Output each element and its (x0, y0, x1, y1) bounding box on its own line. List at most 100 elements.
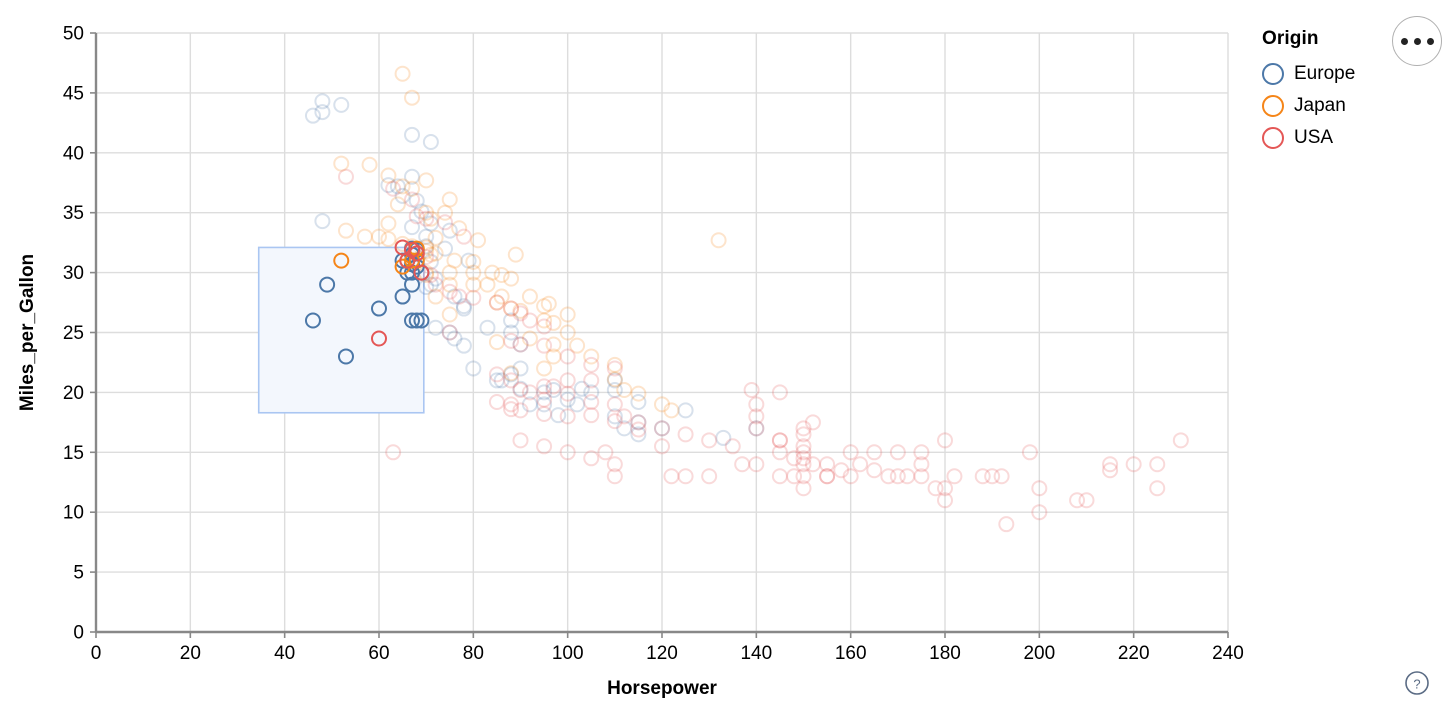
data-point[interactable] (606, 356, 623, 373)
data-point[interactable] (488, 372, 505, 389)
data-point[interactable] (630, 426, 647, 443)
data-point[interactable] (536, 396, 553, 413)
data-point[interactable] (795, 444, 812, 461)
data-point[interactable] (418, 204, 435, 221)
data-point[interactable] (422, 266, 439, 283)
data-point[interactable] (734, 456, 751, 473)
data-point[interactable] (427, 276, 444, 293)
data-point[interactable] (743, 382, 760, 399)
data-point[interactable] (503, 300, 520, 317)
data-point[interactable] (441, 191, 458, 208)
data-point[interactable] (394, 65, 411, 82)
data-point[interactable] (413, 203, 430, 220)
data-point[interactable] (404, 312, 421, 329)
data-point[interactable] (677, 426, 694, 443)
data-point[interactable] (795, 426, 812, 443)
data-point[interactable] (337, 222, 354, 239)
data-point[interactable] (488, 366, 505, 383)
data-point[interactable] (559, 348, 576, 365)
data-point[interactable] (512, 305, 529, 322)
data-point[interactable] (536, 298, 553, 315)
data-point[interactable] (512, 336, 529, 353)
data-point[interactable] (371, 330, 387, 347)
data-point[interactable] (507, 246, 524, 263)
data-point[interactable] (984, 468, 1001, 485)
data-point[interactable] (470, 232, 487, 249)
data-point[interactable] (559, 306, 576, 323)
data-point[interactable] (488, 294, 505, 311)
data-point[interactable] (974, 468, 991, 485)
data-point[interactable] (583, 450, 600, 467)
data-point[interactable] (380, 231, 397, 248)
data-point[interactable] (394, 187, 411, 204)
data-point[interactable] (993, 468, 1010, 485)
data-point[interactable] (465, 289, 482, 306)
data-point[interactable] (889, 444, 906, 461)
data-point[interactable] (880, 468, 897, 485)
data-point[interactable] (455, 300, 472, 317)
data-point[interactable] (503, 401, 520, 418)
data-point[interactable] (819, 468, 836, 485)
data-point[interactable] (1149, 480, 1166, 497)
data-point[interactable] (927, 480, 944, 497)
data-point[interactable] (465, 276, 482, 293)
data-point[interactable] (1021, 444, 1038, 461)
data-point[interactable] (616, 408, 633, 425)
data-point[interactable] (314, 104, 331, 121)
data-point[interactable] (748, 420, 765, 437)
data-point[interactable] (404, 180, 421, 197)
data-point[interactable] (371, 300, 387, 317)
data-point[interactable] (937, 480, 953, 497)
data-point[interactable] (795, 456, 812, 473)
data-point[interactable] (545, 336, 562, 353)
data-point[interactable] (606, 468, 623, 485)
data-point[interactable] (677, 468, 694, 485)
data-point[interactable] (786, 468, 803, 485)
data-point[interactable] (361, 156, 378, 173)
data-point[interactable] (451, 220, 468, 237)
data-point[interactable] (380, 167, 397, 184)
data-point[interactable] (786, 450, 803, 467)
data-point[interactable] (441, 324, 458, 341)
legend-item-europe[interactable]: Europe (1262, 58, 1412, 90)
data-point[interactable] (663, 402, 680, 419)
data-point[interactable] (380, 177, 397, 194)
data-point[interactable] (606, 413, 623, 430)
data-point[interactable] (394, 178, 411, 195)
data-point[interactable] (427, 270, 444, 287)
data-point[interactable] (413, 264, 430, 281)
data-point[interactable] (304, 312, 321, 329)
data-point[interactable] (404, 126, 421, 143)
data-point[interactable] (521, 396, 538, 413)
data-point[interactable] (573, 380, 590, 397)
data-point[interactable] (819, 468, 836, 485)
data-point[interactable] (1031, 480, 1048, 497)
data-point[interactable] (795, 450, 812, 467)
brush-rect[interactable] (257, 246, 425, 414)
data-point[interactable] (1102, 456, 1119, 473)
data-point[interactable] (512, 382, 529, 399)
data-point[interactable] (404, 219, 421, 236)
data-point[interactable] (771, 468, 788, 485)
data-point[interactable] (512, 402, 529, 419)
data-point[interactable] (842, 468, 859, 485)
data-point[interactable] (606, 408, 623, 425)
data-point[interactable] (389, 178, 406, 195)
data-point[interactable] (795, 420, 812, 437)
data-point[interactable] (748, 420, 765, 437)
data-point[interactable] (337, 168, 354, 185)
data-point[interactable] (630, 414, 647, 431)
data-point[interactable] (512, 302, 529, 319)
data-point[interactable] (465, 264, 482, 281)
data-point[interactable] (569, 337, 586, 354)
data-point[interactable] (710, 232, 727, 249)
data-point[interactable] (748, 456, 765, 473)
data-point[interactable] (333, 96, 350, 113)
data-point[interactable] (654, 420, 670, 437)
data-point[interactable] (479, 276, 496, 293)
data-point[interactable] (460, 252, 477, 269)
data-point[interactable] (512, 336, 529, 353)
data-point[interactable] (889, 468, 906, 485)
data-point[interactable] (630, 385, 647, 402)
data-point[interactable] (559, 372, 576, 389)
